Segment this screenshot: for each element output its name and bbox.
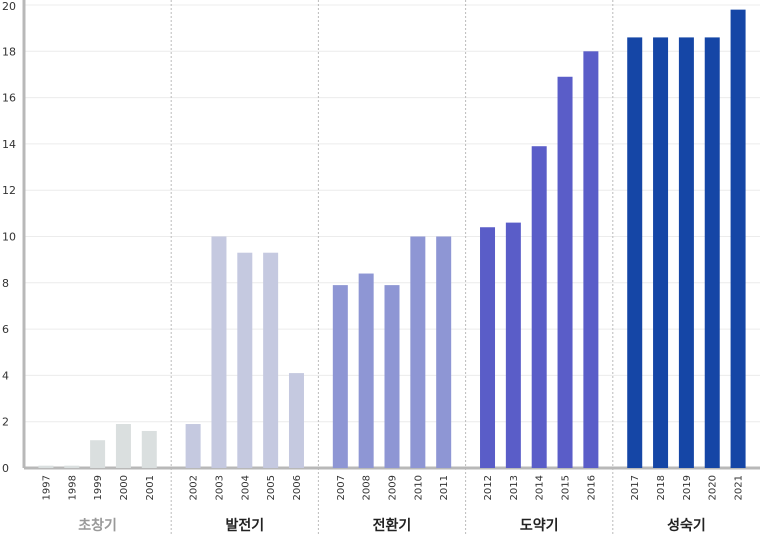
y-tick-label-20: 20 — [2, 0, 16, 13]
x-tick-label-2012: 2012 — [483, 475, 494, 500]
x-tick-label-2018: 2018 — [656, 475, 667, 500]
x-tick-label-2001: 2001 — [145, 475, 156, 500]
x-tick-label-2009: 2009 — [388, 475, 399, 500]
x-tick-label-1997: 1997 — [41, 475, 52, 500]
period-label-4: 도약기 — [520, 517, 559, 534]
bar-2016 — [583, 51, 599, 469]
bar-2010 — [410, 236, 426, 468]
x-tick-label-1998: 1998 — [67, 475, 78, 500]
bar-2006 — [288, 373, 304, 468]
bar-1998 — [64, 465, 80, 468]
y-tick-label-2: 2 — [2, 416, 9, 429]
bar-2014 — [531, 146, 547, 468]
x-tick-label-2019: 2019 — [682, 475, 693, 500]
x-tick-label-2010: 2010 — [413, 475, 424, 500]
x-tick-label-2011: 2011 — [439, 475, 450, 500]
y-tick-label-0: 0 — [2, 462, 9, 475]
bar-2001 — [141, 430, 157, 468]
period-label-3: 전환기 — [373, 517, 412, 534]
bar-2000 — [115, 424, 131, 468]
bar-2003 — [211, 236, 227, 468]
y-tick-label-18: 18 — [2, 45, 16, 58]
x-tick-label-2008: 2008 — [362, 475, 373, 500]
period-label-1: 초창기 — [78, 517, 117, 534]
bar-2021 — [730, 9, 746, 468]
x-tick-label-2002: 2002 — [189, 475, 200, 500]
bar-2015 — [557, 76, 573, 468]
bar-2012 — [480, 227, 496, 468]
x-tick-label-2016: 2016 — [586, 475, 597, 500]
x-tick-label-2020: 2020 — [708, 475, 719, 500]
y-tick-label-10: 10 — [2, 231, 16, 244]
x-tick-label-2007: 2007 — [336, 475, 347, 500]
period-label-2: 발전기 — [225, 517, 264, 534]
y-tick-label-8: 8 — [2, 277, 9, 290]
bar-1999 — [90, 440, 106, 468]
bar-2004 — [237, 252, 253, 468]
y-tick-label-4: 4 — [2, 369, 9, 382]
x-tick-label-2003: 2003 — [214, 475, 225, 500]
x-tick-label-2021: 2021 — [734, 475, 745, 500]
bar-2002 — [185, 424, 201, 468]
bar-2008 — [358, 273, 374, 468]
gridlines — [24, 0, 760, 535]
bar-2007 — [332, 285, 348, 468]
x-tick-label-2015: 2015 — [561, 475, 572, 500]
x-tick-label-2006: 2006 — [292, 475, 303, 500]
x-tick-label-2013: 2013 — [509, 475, 520, 500]
x-tick-label-2017: 2017 — [630, 475, 641, 500]
bar-2019 — [678, 37, 694, 468]
bar-2013 — [505, 222, 521, 468]
x-tick-label-2004: 2004 — [240, 475, 251, 500]
bar-1997 — [38, 465, 54, 468]
period-label-5: 성숙기 — [667, 518, 706, 534]
bar-2017 — [627, 37, 643, 468]
bar-2009 — [384, 285, 400, 468]
bar-2005 — [263, 252, 279, 468]
bars — [38, 9, 746, 469]
y-tick-label-14: 14 — [2, 138, 16, 151]
x-tick-label-2014: 2014 — [535, 475, 546, 500]
bar-2011 — [436, 236, 452, 468]
bar-2020 — [704, 37, 720, 468]
y-tick-label-16: 16 — [2, 92, 16, 105]
x-tick-label-2005: 2005 — [266, 475, 277, 500]
bar-2018 — [653, 37, 669, 468]
y-tick-label-12: 12 — [2, 184, 16, 197]
y-tick-label-6: 6 — [2, 323, 9, 336]
x-tick-label-2000: 2000 — [119, 475, 130, 500]
labels: 0 2 4 6 8 10 12 14 16 18 20 1997 1998 1999 2000 2001 초창기… — [2, 0, 745, 534]
x-tick-label-1999: 1999 — [93, 475, 104, 500]
